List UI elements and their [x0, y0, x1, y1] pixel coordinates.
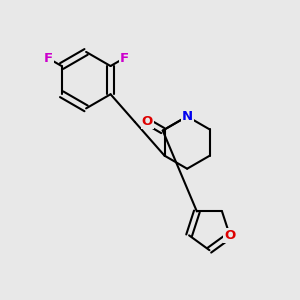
- Text: F: F: [119, 52, 128, 65]
- Text: N: N: [182, 110, 193, 123]
- Text: F: F: [44, 52, 53, 65]
- Text: O: O: [224, 229, 236, 242]
- Text: O: O: [142, 115, 153, 128]
